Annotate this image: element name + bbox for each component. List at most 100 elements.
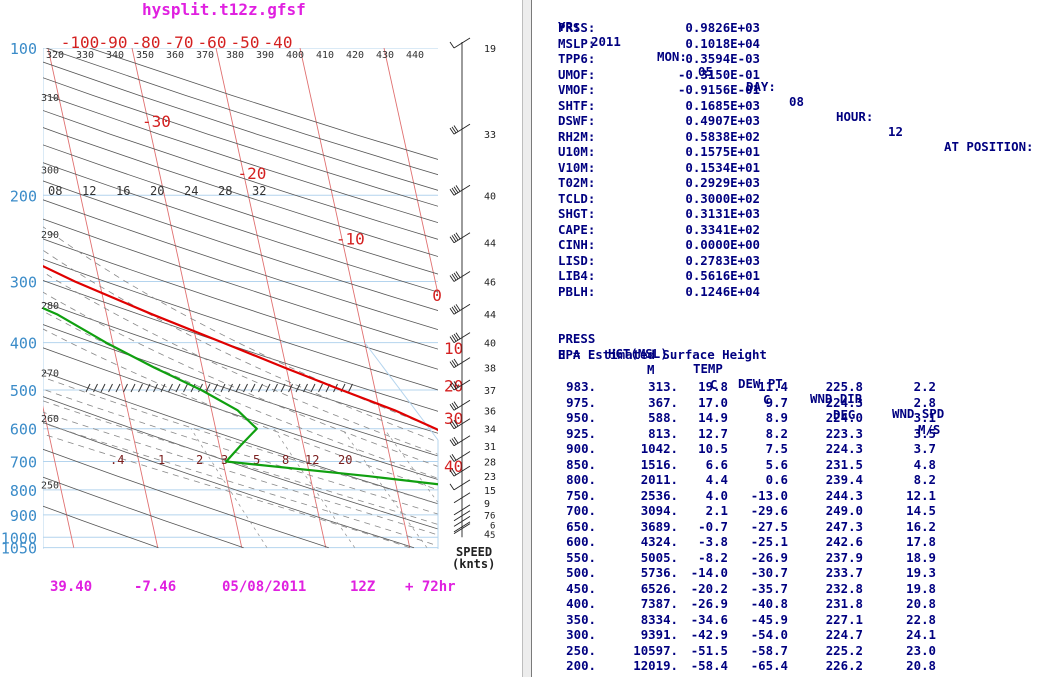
dry-adiabat — [43, 505, 159, 549]
surface-row: RH2M: 0.5838E+02 — [558, 129, 798, 145]
series-temperature-line — [43, 264, 438, 432]
table-cell: 3.5 — [913, 425, 936, 441]
surface-row: SHTF: 0.1685E+03 — [558, 98, 798, 114]
panel-divider[interactable] — [522, 0, 532, 677]
table-cell: 2.8 — [913, 394, 936, 410]
table-cell: -34.6 — [690, 611, 728, 627]
dry-adiabat — [43, 218, 438, 350]
wind-barb — [453, 479, 471, 491]
wind-barb-flag — [453, 436, 459, 444]
hatch-mark — [123, 383, 128, 393]
pressure-label: 500 — [10, 382, 37, 400]
surface-row: CINH: 0.0000E+00 — [558, 237, 798, 253]
table-cell: 2011. — [640, 472, 678, 487]
day-label: DAY: — [746, 79, 776, 94]
hatch-mark — [280, 383, 286, 393]
temp-label-right: -10 — [336, 229, 365, 248]
surface-value: 0.1246E+04 — [685, 283, 760, 299]
theta-label: 380 — [226, 50, 244, 61]
table-cell: 600. — [566, 534, 596, 549]
wind-barb — [453, 465, 471, 477]
surface-name: RH2M: — [558, 128, 596, 144]
table-cell: 2.2 — [913, 379, 936, 394]
wind-speed-label: 7 — [484, 511, 490, 522]
surface-value: 0.3341E+02 — [685, 221, 760, 237]
table-cell: 225.8 — [825, 379, 863, 394]
wind-barb-flag — [449, 439, 455, 447]
table-cell: -8.2 — [698, 549, 728, 565]
wind-speed-label: 40 — [484, 191, 496, 202]
moist-adiabat — [43, 388, 438, 515]
theta-label-left: 260 — [41, 414, 59, 425]
surface-name: V10M: — [558, 159, 596, 175]
surface-row: V10M: 0.1534E+01 — [558, 160, 798, 176]
footer-cycle: 12Z — [350, 579, 375, 595]
hatch-mark — [228, 383, 233, 393]
wind-barb-flag — [449, 336, 455, 343]
hatch-mark — [273, 383, 278, 393]
table-cell: 800. — [566, 472, 596, 487]
wind-speed-label: 37 — [484, 386, 496, 397]
dry-adiabat — [43, 301, 438, 434]
wind-speed-label: 15 — [484, 486, 496, 497]
surface-value: -0.9156E-01 — [677, 82, 760, 97]
pressure-label: 800 — [10, 482, 37, 500]
theta-label-left: 250 — [41, 481, 59, 492]
temp-label-top: -80 — [132, 33, 161, 52]
table-cell: 231.8 — [825, 596, 863, 611]
table-cell: 17.0 — [698, 394, 728, 410]
table-cell: -26.9 — [750, 549, 788, 565]
skew-t-chart: hysplit.t12z.gfsf 1002003004005006007008… — [1, 0, 496, 595]
pressure-label: 400 — [10, 335, 37, 353]
table-cell: -0.7 — [698, 518, 728, 534]
table-cell: 588. — [648, 410, 678, 425]
table-cell: 4.4 — [705, 472, 728, 487]
table-row: 450. 6526. -20.2 -35.7 232.8 19.8 — [558, 581, 958, 597]
wind-barb-flag — [449, 455, 455, 462]
table-row: 550. 5005. -8.2 -26.9 237.9 18.9 — [558, 550, 958, 566]
table-row: 925. 813. 12.7 8.2 223.3 3.5 — [558, 426, 958, 442]
speed-unit-label: (knts) — [452, 557, 495, 571]
theta-label: 410 — [316, 50, 334, 61]
table-cell: 400. — [566, 596, 596, 611]
surface-name: TPP6: — [558, 51, 596, 66]
table-cell: -51.5 — [690, 642, 728, 658]
table-cell: 650. — [566, 518, 596, 534]
surface-value: 0.3000E+02 — [685, 190, 760, 206]
footer: 39.40 -7.46 05/08/2011 12Z + 72hr — [50, 579, 456, 595]
wind-barb-flag — [453, 272, 459, 280]
table-cell: -29.6 — [750, 503, 788, 518]
table-cell: 983. — [566, 379, 596, 394]
table-cell: 249.0 — [825, 503, 863, 518]
dry-adiabat — [43, 324, 438, 457]
unit-temp: C — [710, 377, 718, 392]
surface-name: TCLD: — [558, 190, 596, 206]
wind-barb-flag — [455, 304, 461, 311]
wind-barb — [453, 332, 471, 343]
table-cell: 313. — [648, 379, 678, 394]
mon-value: 05 — [698, 64, 713, 79]
footer-lon: -7.46 — [134, 579, 176, 595]
surface-row: LIB4: 0.5616E+01 — [558, 268, 798, 284]
dry-adiabat — [43, 144, 438, 275]
wind-barb-flag — [451, 453, 457, 461]
wind-barb — [453, 184, 471, 196]
wind-barb-flag — [449, 361, 455, 368]
pressure-label: 200 — [10, 187, 37, 205]
table-cell: 226.2 — [825, 658, 863, 673]
temp-label-right: 0 — [432, 286, 442, 305]
table-cell: 750. — [566, 487, 596, 503]
moist-adiabat — [43, 226, 438, 430]
table-cell: -14.0 — [690, 565, 728, 580]
table-row: 350. 8334. -34.6 -45.9 227.1 22.8 — [558, 612, 958, 628]
table-row: 983. 313. 19.8 11.4 225.8 2.2 — [558, 379, 958, 395]
surface-value: 0.5838E+02 — [685, 128, 760, 144]
surface-row: MSLP: 0.1018E+04 — [558, 36, 798, 52]
surface-row: PBLH: 0.1246E+04 — [558, 284, 798, 300]
series-dewpoint-line — [43, 306, 438, 486]
isotherm — [383, 48, 438, 296]
hatch-mark — [265, 383, 271, 393]
hatch-mark — [235, 383, 241, 393]
table-cell: 224.7 — [825, 627, 863, 642]
hatch-mark — [115, 383, 121, 393]
